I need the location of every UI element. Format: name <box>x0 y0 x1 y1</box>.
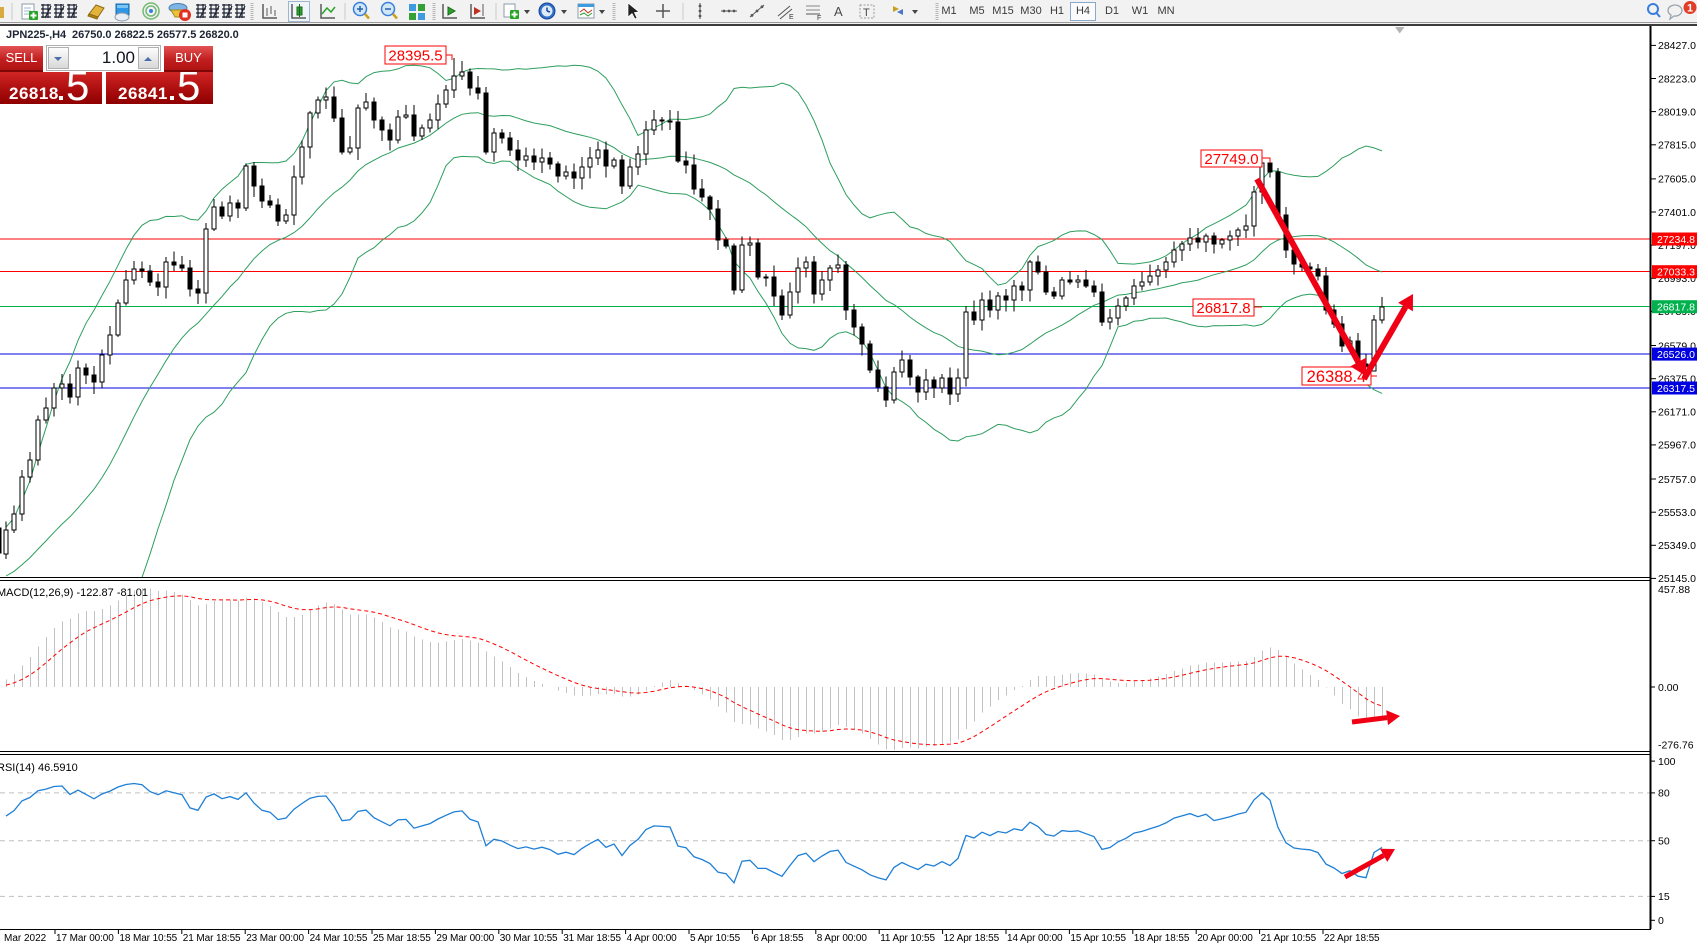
svg-text:RSI(14) 46.5910: RSI(14) 46.5910 <box>0 762 78 774</box>
svg-text:30 Mar 10:55: 30 Mar 10:55 <box>500 933 558 944</box>
svg-text:A: A <box>834 4 843 19</box>
svg-text:26817.8: 26817.8 <box>1196 300 1250 317</box>
svg-text:14 Apr 00:00: 14 Apr 00:00 <box>1007 933 1063 944</box>
svg-text:26817.8: 26817.8 <box>1657 302 1695 314</box>
svg-text:1: 1 <box>1687 3 1693 15</box>
svg-text:6 Apr 18:55: 6 Apr 18:55 <box>753 933 804 944</box>
svg-text:23 Mar 00:00: 23 Mar 00:00 <box>246 933 304 944</box>
svg-text:25 Mar 18:55: 25 Mar 18:55 <box>373 933 431 944</box>
svg-text:25349.0: 25349.0 <box>1658 540 1696 552</box>
svg-text:27033.3: 27033.3 <box>1657 267 1695 279</box>
svg-text:21 Mar 18:55: 21 Mar 18:55 <box>183 933 241 944</box>
svg-text:25757.0: 25757.0 <box>1658 474 1696 486</box>
svg-text:11 Apr 10:55: 11 Apr 10:55 <box>880 933 935 944</box>
svg-text:24 Mar 10:55: 24 Mar 10:55 <box>310 933 368 944</box>
svg-text:21 Apr 10:55: 21 Apr 10:55 <box>1261 933 1317 944</box>
svg-text:29 Mar 00:00: 29 Mar 00:00 <box>436 933 494 944</box>
svg-text:0: 0 <box>1658 915 1664 927</box>
svg-text:31 Mar 18:55: 31 Mar 18:55 <box>563 933 621 944</box>
svg-text:25553.0: 25553.0 <box>1658 507 1696 519</box>
svg-text:27605.0: 27605.0 <box>1658 174 1696 186</box>
svg-text:20 Apr 00:00: 20 Apr 00:00 <box>1197 933 1253 944</box>
svg-text:100: 100 <box>1658 756 1676 768</box>
svg-text:T: T <box>863 7 870 19</box>
svg-text:28427.0: 28427.0 <box>1658 40 1696 52</box>
svg-text:0.00: 0.00 <box>1658 682 1679 694</box>
svg-text:25145.0: 25145.0 <box>1658 573 1696 585</box>
svg-text:12 Apr 18:55: 12 Apr 18:55 <box>944 933 1000 944</box>
svg-text:26317.5: 26317.5 <box>1657 383 1695 395</box>
svg-text:80: 80 <box>1658 788 1670 800</box>
svg-text:F: F <box>817 15 821 22</box>
svg-text:26388.4: 26388.4 <box>1307 368 1367 386</box>
svg-text:27815.0: 27815.0 <box>1658 140 1696 152</box>
svg-text:MACD(12,26,9) -122.87 -81.01: MACD(12,26,9) -122.87 -81.01 <box>0 587 148 599</box>
svg-text:28395.5: 28395.5 <box>388 47 442 64</box>
svg-text:-276.76: -276.76 <box>1658 740 1694 752</box>
svg-text:JPN225-,H4 26750.0 26822.5 26: JPN225-,H4 26750.0 26822.5 26577.5 26820… <box>6 29 239 41</box>
svg-text:5 Apr 10:55: 5 Apr 10:55 <box>690 933 741 944</box>
svg-text:18 Mar 10:55: 18 Mar 10:55 <box>119 933 177 944</box>
svg-text:50: 50 <box>1658 836 1670 848</box>
svg-text:27234.8: 27234.8 <box>1657 234 1695 246</box>
svg-text:25967.0: 25967.0 <box>1658 440 1696 452</box>
svg-text:26171.0: 26171.0 <box>1658 407 1696 419</box>
svg-text:Mar 2022: Mar 2022 <box>4 933 47 944</box>
svg-text:27749.0: 27749.0 <box>1204 151 1258 168</box>
svg-text:28223.0: 28223.0 <box>1658 73 1696 85</box>
svg-text:E: E <box>789 14 794 21</box>
svg-text:8 Apr 00:00: 8 Apr 00:00 <box>817 933 868 944</box>
svg-text:27401.0: 27401.0 <box>1658 207 1696 219</box>
svg-text:18 Apr 18:55: 18 Apr 18:55 <box>1134 933 1190 944</box>
svg-text:22 Apr 18:55: 22 Apr 18:55 <box>1324 933 1380 944</box>
svg-text:457.88: 457.88 <box>1658 584 1690 596</box>
svg-text:17 Mar 00:00: 17 Mar 00:00 <box>56 933 114 944</box>
svg-text:4 Apr 00:00: 4 Apr 00:00 <box>627 933 678 944</box>
svg-text:26526.0: 26526.0 <box>1657 349 1695 361</box>
svg-text:15 Apr 10:55: 15 Apr 10:55 <box>1070 933 1126 944</box>
svg-text:15: 15 <box>1658 891 1670 903</box>
svg-text:28019.0: 28019.0 <box>1658 106 1696 118</box>
